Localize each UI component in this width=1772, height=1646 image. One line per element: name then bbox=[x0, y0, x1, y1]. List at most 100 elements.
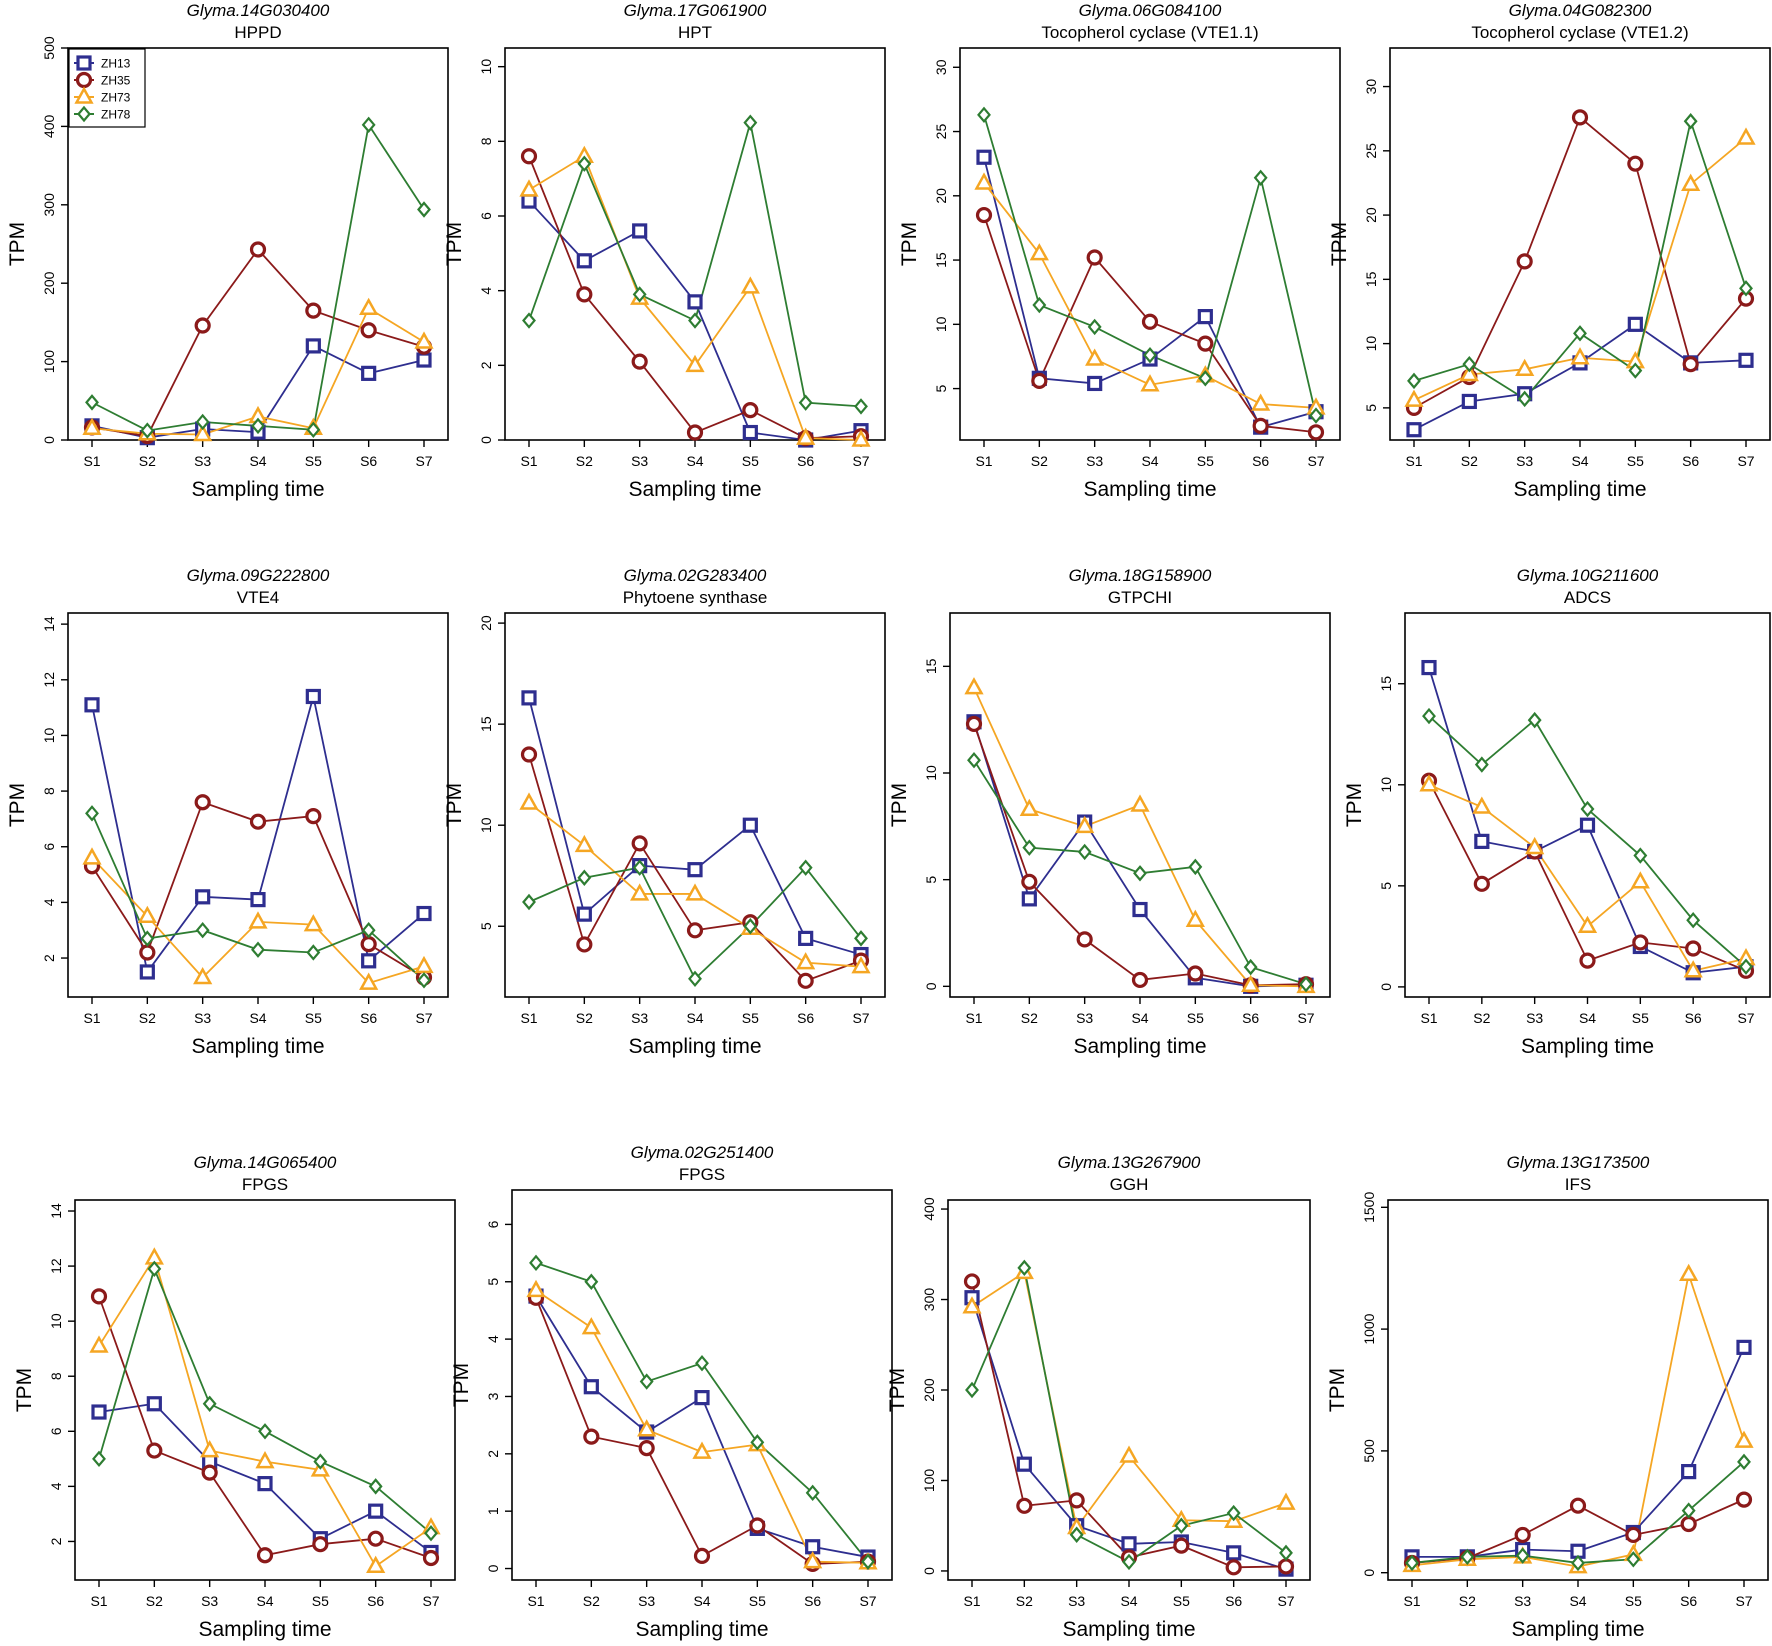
data-point bbox=[201, 1464, 218, 1481]
x-tick-label: S7 bbox=[415, 1010, 432, 1026]
data-point bbox=[1460, 1548, 1475, 1566]
data-point bbox=[1252, 417, 1269, 434]
data-point bbox=[1685, 940, 1702, 957]
y-tick-label: 10 bbox=[933, 316, 949, 332]
y-tick-label: 6 bbox=[478, 212, 494, 220]
data-point bbox=[1122, 1553, 1136, 1571]
data-point bbox=[520, 746, 538, 763]
series-points-zh78 bbox=[529, 1254, 875, 1570]
data-point bbox=[522, 312, 536, 329]
chart-title: Phytoene synthase bbox=[623, 588, 768, 607]
y-axis-label: TPM bbox=[443, 222, 466, 266]
data-point bbox=[195, 922, 210, 939]
data-point bbox=[687, 294, 703, 310]
data-point bbox=[631, 835, 648, 852]
data-point bbox=[805, 1484, 820, 1502]
y-tick-label: 5 bbox=[933, 384, 949, 392]
data-point bbox=[965, 1381, 979, 1399]
data-point bbox=[366, 1555, 386, 1573]
y-tick-label: 2 bbox=[41, 954, 57, 962]
data-point bbox=[139, 964, 155, 980]
x-tick-label: S3 bbox=[1514, 1593, 1531, 1609]
chart-gene-id: Glyma.02G251400 bbox=[631, 1143, 774, 1162]
data-point bbox=[250, 892, 266, 908]
data-point bbox=[1243, 958, 1258, 976]
x-tick-label: S1 bbox=[1420, 1010, 1437, 1026]
data-point bbox=[639, 1373, 654, 1390]
data-point bbox=[361, 365, 377, 381]
series-points-zh35 bbox=[963, 1273, 1295, 1576]
data-point bbox=[964, 677, 984, 695]
data-point bbox=[360, 936, 377, 953]
x-tick-label: S6 bbox=[797, 1010, 814, 1026]
y-tick-label: 0 bbox=[1378, 983, 1394, 991]
data-point bbox=[193, 423, 213, 442]
data-point bbox=[803, 1551, 823, 1569]
chart-gene-id: Glyma.14G065400 bbox=[194, 1153, 337, 1172]
plot-frame bbox=[1389, 47, 1771, 441]
x-tick-label: S1 bbox=[90, 1593, 107, 1609]
chart-title: HPPD bbox=[234, 23, 281, 42]
series-points-zh73 bbox=[82, 847, 434, 990]
data-point bbox=[249, 813, 267, 830]
x-tick-label: S7 bbox=[1735, 1593, 1752, 1609]
y-axis: 0 5 10 15 bbox=[923, 658, 950, 990]
data-point bbox=[1579, 817, 1596, 833]
data-point bbox=[632, 223, 648, 239]
data-point bbox=[805, 1539, 821, 1555]
chart-title: FPGS bbox=[679, 1165, 725, 1184]
data-point bbox=[522, 893, 536, 911]
data-point bbox=[694, 1390, 710, 1406]
data-point bbox=[194, 794, 211, 811]
data-point bbox=[632, 859, 647, 876]
data-point bbox=[1032, 296, 1047, 314]
data-point bbox=[82, 847, 102, 865]
data-point bbox=[359, 297, 379, 316]
y-tick-label: 4 bbox=[48, 1482, 64, 1490]
series-points-zh73 bbox=[1402, 1263, 1754, 1574]
y-tick-label: 1500 bbox=[1361, 1192, 1377, 1223]
x-tick-label: S3 bbox=[1068, 1593, 1085, 1609]
x-tick-label: S3 bbox=[631, 1010, 648, 1026]
data-point bbox=[637, 1419, 657, 1437]
data-point bbox=[1087, 375, 1103, 392]
data-point bbox=[84, 697, 100, 713]
y-tick-label: 0 bbox=[41, 436, 57, 444]
y-tick-label: 4 bbox=[41, 898, 57, 906]
x-axis-label: Sampling time bbox=[1083, 478, 1216, 501]
series-line-zh78 bbox=[983, 114, 1317, 416]
y-axis: 5 10 15 20 25 30 bbox=[1363, 79, 1390, 412]
data-point bbox=[1737, 1453, 1751, 1471]
legend-item-zh78: ZH78 bbox=[74, 105, 131, 123]
series-points-zh78 bbox=[85, 805, 431, 989]
data-point bbox=[854, 930, 868, 947]
data-point bbox=[361, 922, 376, 939]
x-axis-label: Sampling time bbox=[1511, 1618, 1644, 1641]
y-axis-label: TPM bbox=[450, 1363, 473, 1407]
chart-gene-id: Glyma.09G222800 bbox=[187, 566, 330, 585]
data-point bbox=[1406, 422, 1422, 438]
data-point bbox=[574, 834, 594, 853]
x-tick-label: S4 bbox=[693, 1593, 710, 1609]
y-tick-label: 20 bbox=[1363, 207, 1379, 223]
data-point bbox=[1739, 280, 1753, 297]
chart-title: ADCS bbox=[1564, 588, 1611, 607]
y-tick-label: 0 bbox=[1361, 1569, 1377, 1577]
data-point bbox=[1474, 756, 1489, 773]
data-point bbox=[91, 1404, 107, 1420]
data-point bbox=[1253, 169, 1268, 187]
y-axis: 2 4 6 8 10 12 14 bbox=[41, 616, 68, 962]
data-point bbox=[140, 930, 155, 947]
y-axis-label: TPM bbox=[888, 783, 911, 827]
y-tick-label: 20 bbox=[933, 188, 949, 204]
y-axis: 0 2 4 6 8 10 bbox=[478, 59, 505, 444]
data-point bbox=[796, 427, 816, 445]
x-tick-label: S2 bbox=[1016, 1593, 1033, 1609]
data-point bbox=[1141, 313, 1159, 330]
x-tick-label: S4 bbox=[686, 453, 703, 469]
x-tick-label: S5 bbox=[312, 1593, 329, 1609]
legend-item-zh13: ZH13 bbox=[74, 55, 131, 71]
data-point bbox=[1022, 839, 1037, 856]
x-axis: S1 S2 S3 S4 S5 S6 S7 bbox=[1405, 440, 1755, 469]
